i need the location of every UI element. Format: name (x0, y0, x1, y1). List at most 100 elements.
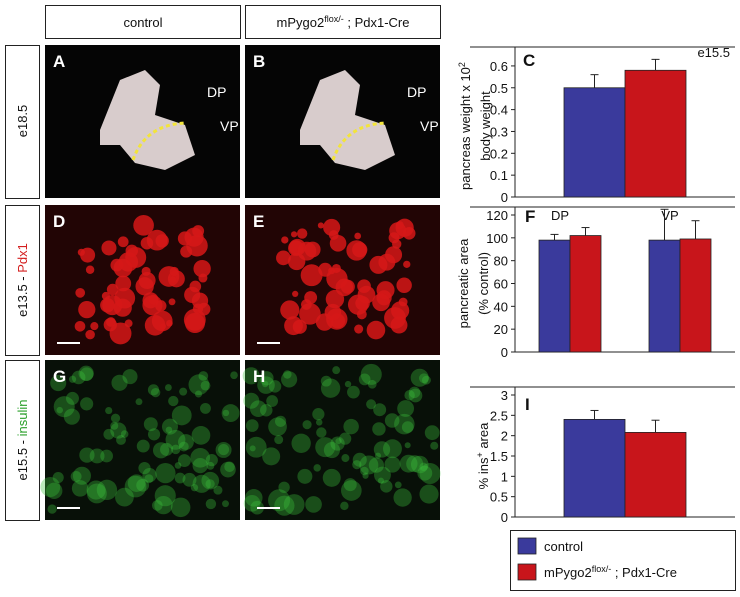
cell-cluster (275, 415, 287, 427)
cell-cluster (113, 258, 133, 278)
cell-cluster (40, 477, 61, 497)
row-box (5, 360, 40, 521)
cell-cluster (102, 294, 123, 316)
cell-cluster (148, 294, 159, 305)
cell-cluster (359, 455, 379, 475)
cell-cluster (191, 426, 211, 445)
cell-cluster (292, 290, 299, 298)
y-tick-label: 1 (501, 469, 508, 484)
cell-cluster (410, 455, 429, 474)
cell-cluster (154, 495, 173, 515)
cell-cluster (71, 370, 86, 385)
cell-cluster (222, 409, 230, 417)
cell-cluster (312, 408, 325, 421)
cell-cluster (109, 322, 132, 345)
cell-cluster (373, 403, 387, 417)
column-header-part: ; Pdx1-Cre (344, 15, 410, 30)
cell-cluster (259, 371, 274, 386)
chart-annotation: e15.5 (697, 45, 730, 60)
panel-letter: F (525, 207, 535, 226)
cell-cluster (315, 419, 323, 426)
tissue (300, 70, 395, 170)
legend-box (510, 530, 736, 591)
cell-cluster (360, 363, 382, 385)
cell-cluster (243, 495, 261, 512)
cell-cluster (343, 418, 359, 435)
cell-cluster (192, 457, 208, 474)
cell-cluster (341, 454, 350, 463)
cell-cluster (320, 378, 341, 398)
cell-cluster (297, 468, 313, 484)
cell-cluster (362, 472, 369, 479)
cell-cluster (393, 488, 412, 507)
cell-cluster (155, 300, 167, 312)
cell-cluster (154, 485, 176, 507)
cell-cluster (399, 454, 418, 473)
cell-cluster (315, 437, 336, 458)
bar (624, 432, 687, 518)
cell-cluster (404, 442, 411, 449)
cell-cluster (71, 480, 89, 497)
legend-label-part: mPygo2 (544, 565, 592, 580)
cell-cluster (171, 405, 192, 426)
bar (538, 239, 571, 353)
cell-cluster (168, 298, 176, 306)
y-tick-label: 0 (501, 345, 508, 360)
cell-cluster (179, 387, 188, 396)
cell-cluster (47, 504, 57, 514)
cell-cluster (245, 436, 267, 458)
y-axis-label-part: pancreatic area (456, 238, 471, 328)
cell-cluster (373, 441, 391, 458)
y-axis-label-part: pancreas weight x 10 (458, 67, 473, 190)
cell-cluster (197, 302, 211, 316)
cell-cluster (165, 429, 186, 450)
cell-cluster (352, 452, 367, 467)
column-header: control (123, 15, 162, 30)
y-axis-label-part: % ins (476, 457, 491, 489)
y-tick-label: 2.5 (490, 408, 508, 423)
cell-cluster (200, 402, 211, 414)
error-bar (691, 220, 700, 239)
cell-cluster (222, 500, 229, 508)
cell-cluster (146, 229, 168, 251)
cell-cluster (194, 390, 203, 398)
cell-cluster (193, 259, 211, 278)
cell-cluster (339, 432, 352, 445)
cell-cluster (290, 231, 298, 238)
cell-cluster (56, 406, 63, 414)
cell-cluster (408, 386, 421, 399)
cell-cluster (404, 390, 415, 401)
cell-cluster (201, 471, 220, 490)
micrograph (45, 360, 240, 520)
cell-cluster (245, 489, 263, 507)
cell-cluster (72, 466, 91, 485)
cell-cluster (124, 475, 147, 498)
y-tick-label: 1.5 (490, 449, 508, 464)
cell-cluster (70, 470, 82, 482)
cell-cluster (419, 462, 428, 471)
cell-cluster (281, 236, 289, 244)
image-annotation: VP (220, 118, 239, 134)
cell-cluster (366, 320, 386, 340)
cell-cluster (398, 297, 408, 307)
cell-cluster (358, 373, 371, 386)
cell-cluster (192, 474, 211, 493)
bar (648, 239, 681, 353)
cell-cluster (287, 252, 306, 271)
cell-cluster (188, 374, 210, 396)
header-box (45, 5, 241, 39)
cell-cluster (110, 413, 121, 423)
row-label-part: e18.5 (15, 105, 30, 138)
panel-letter: D (53, 212, 65, 231)
cell-cluster (178, 441, 189, 452)
header-box (245, 5, 441, 39)
legend-label: mPygo2flox/- ; Pdx1-Cre (544, 564, 677, 580)
cell-cluster (169, 276, 177, 284)
cell-cluster (284, 316, 303, 336)
cell-cluster (418, 373, 429, 384)
y-axis-label: (% control) (476, 252, 491, 315)
cell-cluster (378, 253, 396, 271)
y-tick-label: 20 (494, 322, 508, 337)
